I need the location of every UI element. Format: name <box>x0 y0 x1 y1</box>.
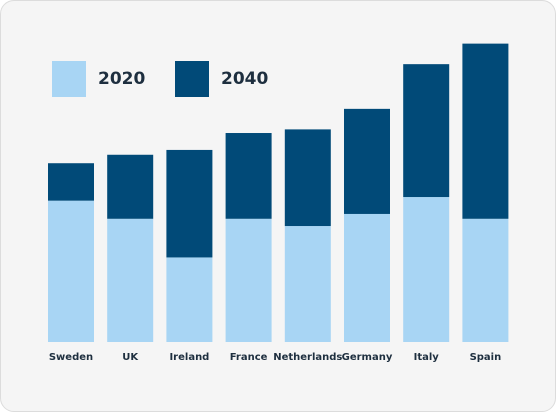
legend-item-2020: 2020 <box>52 61 145 97</box>
bar-ireland-2040 <box>166 149 213 258</box>
x-tick-label-netherlands: Netherlands <box>273 352 342 363</box>
bar-uk-2020 <box>107 218 154 342</box>
legend-label-2020: 2020 <box>98 69 146 89</box>
legend-label-2040: 2040 <box>221 69 269 89</box>
legend-swatch-2020 <box>52 61 86 97</box>
bar-sweden-2020 <box>48 200 94 342</box>
bar-germany-2040 <box>344 108 390 214</box>
legend-item-2040: 2040 <box>175 61 268 97</box>
x-tick-label-germany: Germany <box>342 352 393 363</box>
bar-netherlands-2020 <box>284 226 331 342</box>
bar-netherlands-2040 <box>284 129 331 227</box>
bar-italy-2040 <box>403 64 450 198</box>
x-tick-label-italy: Italy <box>414 352 440 363</box>
bar-spain-2020 <box>462 218 509 342</box>
bar-uk-2040 <box>107 154 154 219</box>
x-tick-label-ireland: Ireland <box>169 352 209 363</box>
x-tick-label-france: France <box>230 352 268 363</box>
bar-sweden-2040 <box>48 163 94 201</box>
bar-ireland-2020 <box>166 257 213 342</box>
bar-germany-2020 <box>344 213 390 342</box>
legend-swatch-2040 <box>175 61 209 97</box>
bar-spain-2040 <box>462 43 509 219</box>
x-tick-label-spain: Spain <box>470 352 502 363</box>
x-tick-label-uk: UK <box>122 352 139 363</box>
bar-france-2040 <box>225 133 272 219</box>
bar-italy-2020 <box>403 197 450 342</box>
x-tick-label-sweden: Sweden <box>49 352 93 363</box>
bar-france-2020 <box>225 218 272 342</box>
